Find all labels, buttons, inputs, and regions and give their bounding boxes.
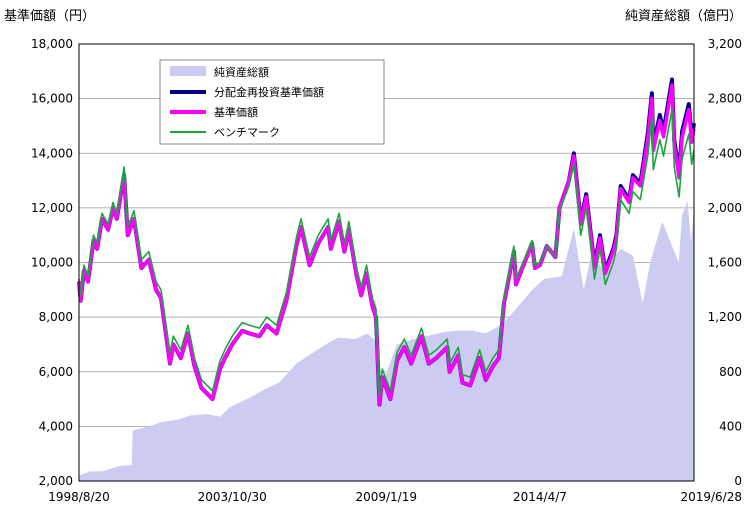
legend-label-reinvested-nav: 分配金再投資基準価額 (214, 85, 324, 99)
legend-swatch-net-assets (170, 66, 206, 76)
right-tick-label: 2,800 (708, 92, 742, 106)
left-tick-label: 18,000 (31, 37, 73, 51)
right-tick-label: 1,200 (708, 310, 742, 324)
x-tick-label: 1998/8/20 (48, 490, 110, 504)
benchmark-line (78, 108, 695, 398)
left-tick-label: 2,000 (39, 474, 73, 488)
right-tick-label: 0 (734, 474, 742, 488)
price-lines-layer (77, 77, 696, 407)
right-axis-title: 純資産総額（億円） (625, 8, 742, 24)
x-axis-ticks: 1998/8/20 2003/10/30 2009/1/19 2014/4/7 2019… (48, 490, 742, 504)
right-tick-label: 400 (719, 419, 742, 433)
left-tick-label: 8,000 (39, 310, 73, 324)
left-tick-label: 6,000 (39, 365, 73, 379)
left-axis-ticks: 2,000 4,000 6,000 8,000 10,000 12,000 14,000 16… (31, 37, 73, 488)
right-tick-label: 2,000 (708, 201, 742, 215)
right-tick-label: 3,200 (708, 37, 742, 51)
net-assets-area (79, 201, 694, 481)
left-tick-label: 10,000 (31, 256, 73, 270)
net-assets-area-layer (79, 201, 694, 481)
x-tick-label: 2019/6/28 (680, 490, 742, 504)
right-tick-label: 1,600 (708, 256, 742, 270)
left-axis-title: 基準価額（円） (4, 8, 95, 24)
legend-label-benchmark: ベンチマーク (214, 126, 280, 139)
right-axis-ticks: 0 400 800 1,200 1,600 2,000 2,400 2,800 3,200 (708, 37, 742, 488)
left-tick-label: 14,000 (31, 146, 73, 160)
right-tick-label: 2,400 (708, 146, 742, 160)
x-tick-label: 2009/1/19 (355, 490, 417, 504)
nav-line (77, 83, 696, 407)
legend-label-net-assets: 純資産総額 (214, 65, 269, 79)
legend: 純資産総額 分配金再投資基準価額 基準価額 ベンチマーク (159, 59, 385, 145)
left-tick-label: 12,000 (31, 201, 73, 215)
left-tick-label: 16,000 (31, 92, 73, 106)
right-tick-label: 800 (719, 365, 742, 379)
plot-frame (78, 43, 695, 482)
legend-label-nav: 基準価額 (214, 105, 258, 119)
x-tick-label: 2014/4/7 (513, 490, 567, 504)
x-tick-label: 2003/10/30 (198, 490, 267, 504)
left-tick-label: 4,000 (39, 419, 73, 433)
